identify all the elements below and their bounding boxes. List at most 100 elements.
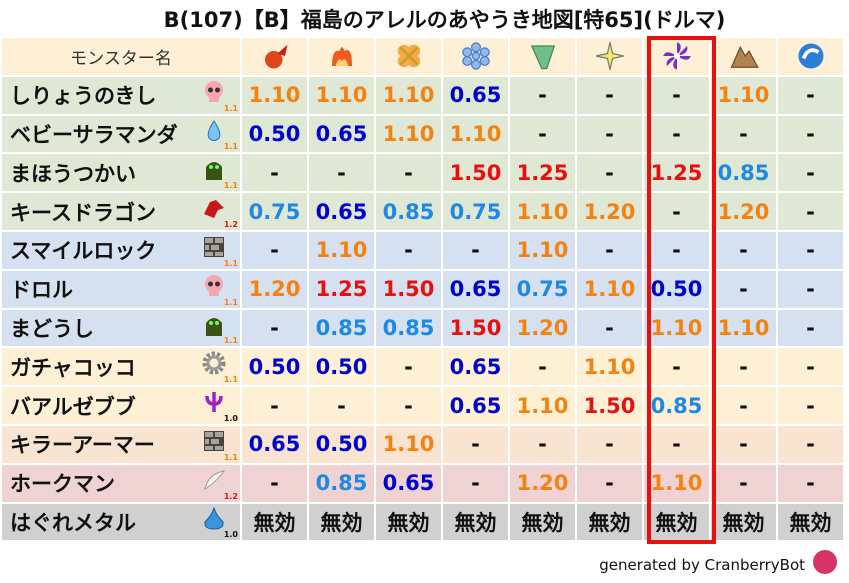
resistance-value: 無効 [376,503,441,541]
resistance-value: 0.85 [309,464,374,502]
header-element-6 [644,38,709,75]
header-monster-name: モンスター名 [2,38,240,75]
header-element-2 [376,38,441,75]
resistance-value: - [443,464,508,502]
resistance-value: - [644,348,709,386]
resistance-value: 1.25 [309,270,374,308]
multiplier-badge: 1.1 [223,142,238,152]
resistance-value: 無効 [711,503,776,541]
resistance-value: - [778,231,843,269]
multiplier-badge: 1.1 [223,181,238,191]
resistance-value: - [711,348,776,386]
resistance-value: - [376,387,441,424]
header-element-5 [577,38,642,75]
multiplier-badge: 1.2 [223,491,238,501]
resistance-value: 1.10 [376,425,441,463]
resistance-value: 1.20 [711,193,776,230]
resistance-value: 0.50 [309,348,374,386]
resistance-value: 0.65 [376,464,441,502]
dragon-icon [204,200,224,219]
brick-icon [204,430,224,451]
resistance-value: 0.65 [309,115,374,153]
resistance-value: - [644,115,709,153]
resistance-value: - [711,270,776,308]
resistance-value: - [778,76,843,114]
monster-name-cell: ドロル 1.1 [2,270,240,308]
header-element-7 [711,38,776,75]
resistance-value: 1.10 [376,76,441,114]
resistance-value: 0.65 [443,270,508,308]
monster-name-cell: ホークマン 1.2 [2,464,240,502]
ghost-icon [206,317,222,336]
multiplier-badge: 1.1 [223,297,238,307]
resistance-value: - [376,348,441,386]
resistance-value: - [577,425,642,463]
resistance-value: - [644,425,709,463]
resistance-value: 0.65 [242,425,307,463]
resistance-value: 0.85 [644,387,709,424]
resistance-value: 1.25 [644,154,709,192]
multiplier-badge: 1.1 [223,375,238,385]
monster-name: キラーアーマー [10,433,155,458]
header-element-4 [510,38,575,75]
monster-name-cell: スマイルロック 1.1 [2,231,240,269]
monster-name-cell: ベビーサラマンダ 1.1 [2,115,240,153]
resistance-value: - [778,309,843,347]
resistance-value: - [711,115,776,153]
resistance-value: 1.10 [510,231,575,269]
resistance-value: - [577,76,642,114]
resistance-value: 0.75 [510,270,575,308]
fire-icon [264,45,287,69]
resistance-value: - [778,115,843,153]
resistance-value: - [778,348,843,386]
resistance-value: 無効 [309,503,374,541]
page-title: B(107)【B】福島のアレルのあやうき地図[特65](ドルマ) [163,8,726,32]
monster-name-cell: まほうつかい 1.1 [2,154,240,192]
resistance-value: - [577,154,642,192]
resistance-value: 0.50 [644,270,709,308]
resistance-value: 1.50 [577,387,642,424]
resistance-value: 0.85 [309,309,374,347]
resistance-value: - [309,154,374,192]
flame-icon [331,47,352,67]
light-icon [595,42,624,71]
resistance-value: - [510,115,575,153]
resistance-value: - [644,193,709,230]
resistance-value: 0.65 [443,387,508,424]
resistance-value: 0.85 [711,154,776,192]
resistance-table: モンスター名 しりょうのきし 1.1 1.10 1.10 1.10 0.65- - -1.10-… [2,38,843,541]
highlighted-column-frame [647,36,716,544]
monster-name: はぐれメタル [10,510,136,535]
resistance-value: - [577,309,642,347]
monster-name-cell: キラーアーマー 1.1 [2,425,240,463]
resistance-value: - [778,387,843,424]
resistance-value: - [711,231,776,269]
multiplier-badge: 1.1 [223,103,238,113]
resistance-value: 0.50 [309,425,374,463]
resistance-value: - [778,193,843,230]
resistance-value: 無効 [577,503,642,541]
monster-name: スマイルロック [10,239,157,264]
ghost-icon [206,162,222,181]
resistance-value: - [577,464,642,502]
trident-icon [205,392,223,413]
multiplier-badge: 1.0 [223,530,238,540]
skull-icon [205,274,223,296]
skull-icon [205,80,223,102]
resistance-value: 1.50 [443,154,508,192]
resistance-value: - [711,464,776,502]
resistance-value: - [711,387,776,424]
resistance-value: 1.10 [443,115,508,153]
monster-name: ホークマン [10,472,115,497]
resistance-value: - [778,425,843,463]
multiplier-badge: 1.1 [223,336,238,346]
resistance-value: - [644,76,709,114]
resistance-value: 0.85 [376,309,441,347]
resistance-value: 0.65 [443,348,508,386]
resistance-value: 無効 [644,503,709,541]
resistance-value: 0.75 [242,193,307,230]
resistance-value: 1.10 [711,76,776,114]
monster-name: キースドラゴン [10,200,156,225]
earth-icon [730,46,759,69]
resistance-value: - [443,231,508,269]
